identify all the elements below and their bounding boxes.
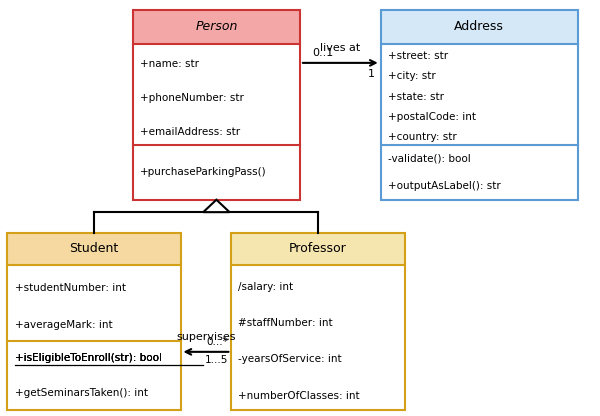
Text: +country: str: +country: str: [388, 132, 457, 142]
Text: +postalCode: int: +postalCode: int: [388, 112, 476, 122]
Text: Person: Person: [195, 20, 238, 33]
Text: 0..1: 0..1: [312, 47, 333, 57]
Bar: [133, 10, 300, 200]
Polygon shape: [203, 200, 230, 212]
Text: +purchaseParkingPass(): +purchaseParkingPass(): [140, 168, 266, 178]
Text: +averageMark: int: +averageMark: int: [14, 320, 112, 330]
Bar: [133, 145, 300, 200]
Text: +name: str: +name: str: [140, 59, 199, 69]
Bar: [380, 10, 578, 200]
Bar: [7, 341, 181, 411]
Text: +isEligibleToEnroll(str): bool: +isEligibleToEnroll(str): bool: [14, 353, 161, 363]
Text: +isEligibleToEnroll(str): bool: +isEligibleToEnroll(str): bool: [14, 353, 161, 363]
Text: +emailAddress: str: +emailAddress: str: [140, 127, 240, 137]
Bar: [133, 44, 300, 145]
Text: +phoneNumber: str: +phoneNumber: str: [140, 93, 244, 103]
Text: +street: str: +street: str: [388, 51, 448, 61]
Bar: [232, 233, 404, 265]
Text: #staffNumber: int: #staffNumber: int: [238, 318, 333, 328]
Bar: [232, 265, 404, 411]
Text: 1: 1: [368, 69, 374, 79]
Text: +studentNumber: int: +studentNumber: int: [14, 282, 125, 292]
Text: +isEligibleToEnroll(str): bool: +isEligibleToEnroll(str): bool: [14, 353, 161, 363]
Text: 1...5: 1...5: [205, 355, 229, 365]
Text: supervises: supervises: [176, 332, 236, 342]
Bar: [380, 10, 578, 44]
Text: +outputAsLabel(): str: +outputAsLabel(): str: [388, 181, 500, 191]
Bar: [232, 233, 404, 411]
Text: +numberOfClasses: int: +numberOfClasses: int: [238, 391, 360, 401]
Text: -validate(): bool: -validate(): bool: [388, 154, 470, 164]
Bar: [133, 10, 300, 44]
Text: Address: Address: [454, 20, 504, 33]
Text: Professor: Professor: [289, 242, 347, 255]
Text: +state: str: +state: str: [388, 92, 444, 102]
Text: +getSeminarsTaken(): int: +getSeminarsTaken(): int: [14, 388, 148, 398]
Text: -yearsOfService: int: -yearsOfService: int: [238, 354, 342, 364]
Bar: [7, 233, 181, 411]
Bar: [7, 265, 181, 341]
Text: Student: Student: [70, 242, 119, 255]
Bar: [380, 44, 578, 145]
Bar: [380, 145, 578, 200]
Bar: [7, 233, 181, 265]
Text: 0...*: 0...*: [206, 337, 229, 347]
Text: lives at: lives at: [320, 42, 361, 52]
Text: /salary: int: /salary: int: [238, 282, 293, 292]
Text: +city: str: +city: str: [388, 71, 436, 81]
